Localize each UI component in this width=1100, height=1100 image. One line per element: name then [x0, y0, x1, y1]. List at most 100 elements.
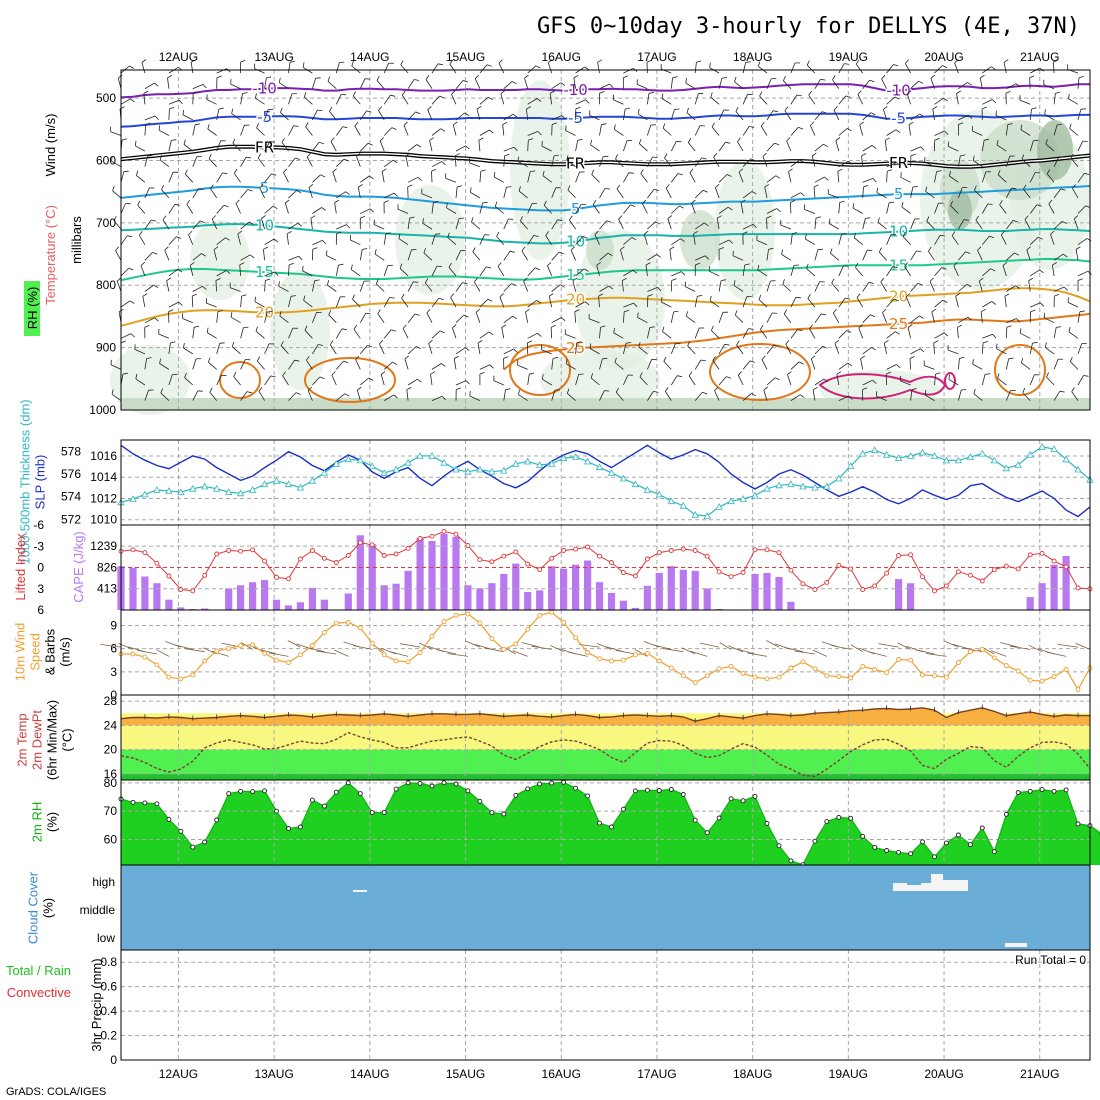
wind-barb [213, 246, 219, 250]
wind-barb [463, 80, 469, 83]
wind-barb [341, 328, 347, 331]
wind-barb [845, 95, 851, 98]
wind-barb [320, 174, 326, 178]
wind-barb [550, 327, 553, 339]
wind-barb [715, 187, 720, 199]
wind-barb [1072, 184, 1077, 189]
wind-barb [949, 175, 959, 183]
wind-barb [1077, 375, 1084, 386]
wind-barb [787, 374, 792, 386]
wind-barb [190, 62, 194, 74]
wind-barb [258, 387, 263, 392]
wind-barb [949, 171, 951, 177]
wind-barb [783, 309, 788, 315]
wind-barb [814, 281, 821, 292]
wind-barb [195, 123, 201, 126]
wind-barb [425, 79, 433, 89]
surface-wind-barb [944, 640, 959, 648]
wind-barb [488, 331, 494, 336]
wind-barb [192, 156, 198, 167]
wind-barb [715, 184, 720, 188]
wind-barb [584, 66, 590, 71]
wind-barb [336, 191, 346, 199]
wind-barb [670, 375, 678, 386]
wind-barb [664, 391, 672, 401]
lifted-index-marker [752, 547, 758, 553]
temperature-contour [120, 258, 1091, 282]
wind-barb [452, 124, 457, 136]
wind-barb [427, 106, 432, 111]
wind-barb [718, 206, 729, 214]
wind-barb [639, 372, 643, 378]
top-date-tick-label: 17AUG [637, 50, 676, 64]
wind-barb [111, 156, 113, 162]
thickness-marker [918, 448, 927, 456]
wind-barb [814, 79, 821, 89]
surface-wind-barb [137, 650, 157, 655]
wind-barb [734, 81, 744, 90]
wind-barb [129, 65, 134, 69]
wind-barb [120, 300, 131, 308]
wind-barb [192, 358, 197, 370]
wind-barb [528, 138, 534, 141]
wind-barb [558, 251, 564, 255]
wind-barb [830, 252, 840, 261]
wind-barb [724, 343, 730, 346]
wind-barb [664, 387, 669, 392]
wind-barb [312, 109, 318, 121]
wind-barb [254, 68, 265, 74]
wind-barb [401, 293, 405, 299]
wind-barb [480, 169, 486, 172]
lifted-index-marker [226, 548, 232, 553]
wind-barb [327, 76, 331, 82]
wind-barb [567, 185, 571, 191]
wind-barb [790, 202, 792, 214]
wind-barb [417, 177, 422, 181]
wind-barb [862, 250, 868, 261]
wind-barb [623, 269, 634, 277]
lifted-index-marker [764, 547, 770, 553]
lifted-index-marker [238, 548, 244, 554]
wind-barb [216, 237, 226, 246]
wind-barb [255, 330, 265, 339]
cape-bar [428, 541, 436, 610]
contour-label: 15 [566, 266, 585, 284]
rh-marker [309, 797, 315, 803]
wind-barb [862, 379, 873, 386]
rh-marker [345, 780, 351, 786]
wind-axis-label-text: Speed [28, 633, 43, 671]
wind-barb [584, 301, 590, 306]
thickness-marker [990, 456, 998, 464]
wind-barb [574, 309, 580, 313]
wind-barb [745, 61, 751, 63]
wind-barb [378, 110, 385, 121]
wind-barb [702, 189, 708, 193]
wind-barb [1053, 93, 1056, 105]
wind-barb [697, 295, 703, 297]
wind-barb [726, 376, 732, 379]
wind-barb [623, 343, 627, 354]
wind-barb [613, 124, 616, 130]
wind-barb [910, 389, 913, 401]
contour-label: 5 [571, 200, 581, 218]
wind-barb [259, 184, 264, 189]
cape-bar [356, 535, 364, 610]
wind-barb [431, 128, 441, 136]
wind-barb [216, 375, 222, 386]
wind-barb [1022, 387, 1026, 393]
wind-barb [796, 94, 802, 97]
wind-barb [761, 359, 768, 370]
rh-marker [668, 786, 674, 792]
wind-barb [934, 267, 943, 277]
wind-barb [934, 235, 941, 245]
wind-barb [1005, 90, 1011, 94]
lifted-index-marker [154, 560, 160, 566]
wind-barb [637, 84, 648, 90]
lifted-index-marker [202, 572, 208, 578]
wind-barb [712, 360, 720, 370]
wind-barb [833, 106, 838, 111]
wind-barb [996, 348, 1007, 355]
wind-barb [246, 391, 252, 394]
